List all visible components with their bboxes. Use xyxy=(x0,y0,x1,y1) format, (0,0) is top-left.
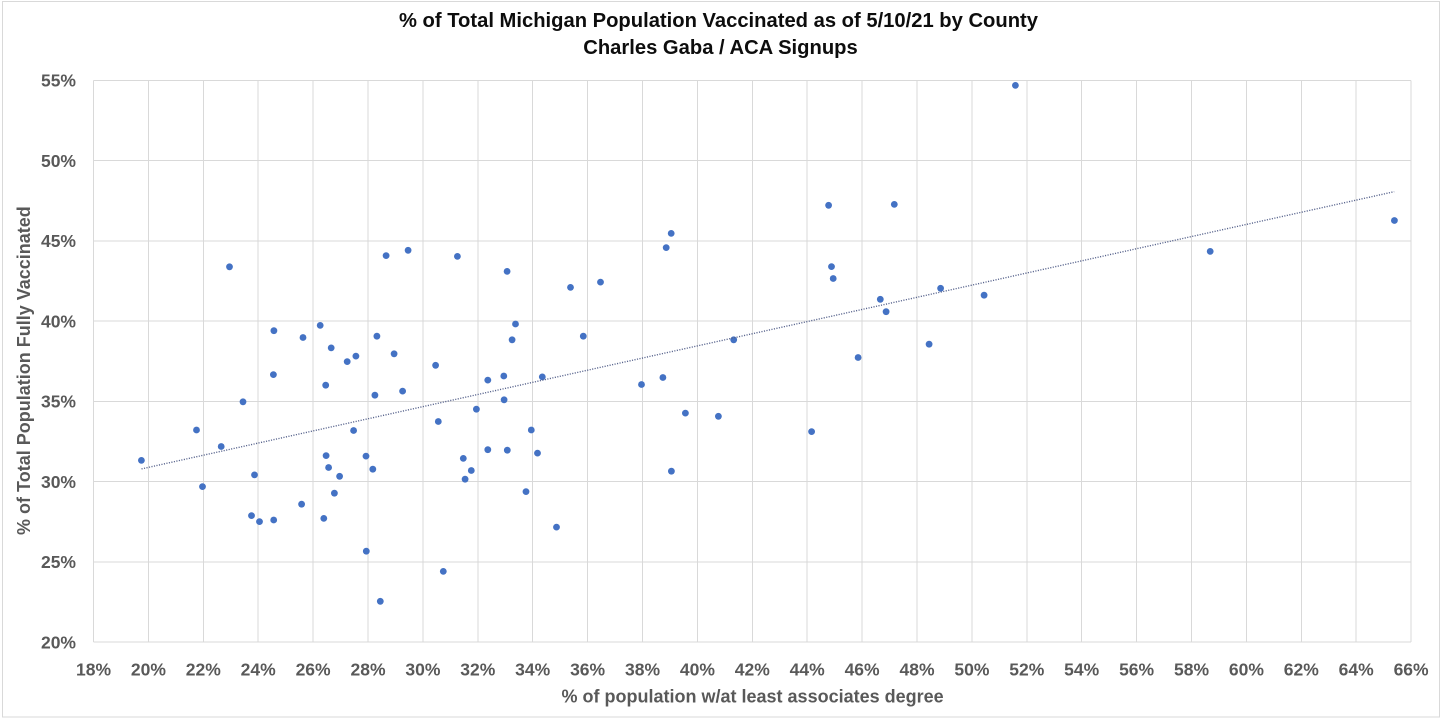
svg-text:32%: 32% xyxy=(460,660,495,680)
svg-text:52%: 52% xyxy=(1009,660,1044,680)
svg-text:20%: 20% xyxy=(41,632,76,652)
svg-text:28%: 28% xyxy=(350,660,385,680)
svg-text:18%: 18% xyxy=(76,660,111,680)
svg-text:Charles Gaba / ACA Signups: Charles Gaba / ACA Signups xyxy=(583,37,857,59)
svg-text:% of population w/at least ass: % of population w/at least associates de… xyxy=(562,687,944,707)
svg-text:36%: 36% xyxy=(570,660,605,680)
svg-text:22%: 22% xyxy=(186,660,221,680)
svg-text:35%: 35% xyxy=(41,392,76,412)
svg-text:66%: 66% xyxy=(1394,660,1429,680)
svg-text:56%: 56% xyxy=(1119,660,1154,680)
svg-text:46%: 46% xyxy=(845,660,880,680)
svg-text:42%: 42% xyxy=(735,660,770,680)
svg-text:60%: 60% xyxy=(1229,660,1264,680)
svg-text:44%: 44% xyxy=(790,660,825,680)
svg-text:58%: 58% xyxy=(1174,660,1209,680)
svg-text:50%: 50% xyxy=(41,151,76,171)
svg-text:% of Total Michigan Population: % of Total Michigan Population Vaccinate… xyxy=(399,10,1039,32)
svg-text:50%: 50% xyxy=(954,660,989,680)
svg-text:38%: 38% xyxy=(625,660,660,680)
svg-text:% of Total Population Fully Va: % of Total Population Fully Vaccinated xyxy=(14,206,34,535)
svg-text:55%: 55% xyxy=(41,71,76,91)
svg-text:24%: 24% xyxy=(241,660,276,680)
svg-text:48%: 48% xyxy=(899,660,934,680)
svg-text:34%: 34% xyxy=(515,660,550,680)
svg-text:30%: 30% xyxy=(405,660,440,680)
svg-text:26%: 26% xyxy=(296,660,331,680)
svg-text:25%: 25% xyxy=(41,552,76,572)
svg-text:40%: 40% xyxy=(41,311,76,331)
svg-text:62%: 62% xyxy=(1284,660,1319,680)
svg-text:45%: 45% xyxy=(41,231,76,251)
svg-text:20%: 20% xyxy=(131,660,166,680)
svg-text:64%: 64% xyxy=(1339,660,1374,680)
svg-text:54%: 54% xyxy=(1064,660,1099,680)
svg-text:30%: 30% xyxy=(41,472,76,492)
svg-text:40%: 40% xyxy=(680,660,715,680)
